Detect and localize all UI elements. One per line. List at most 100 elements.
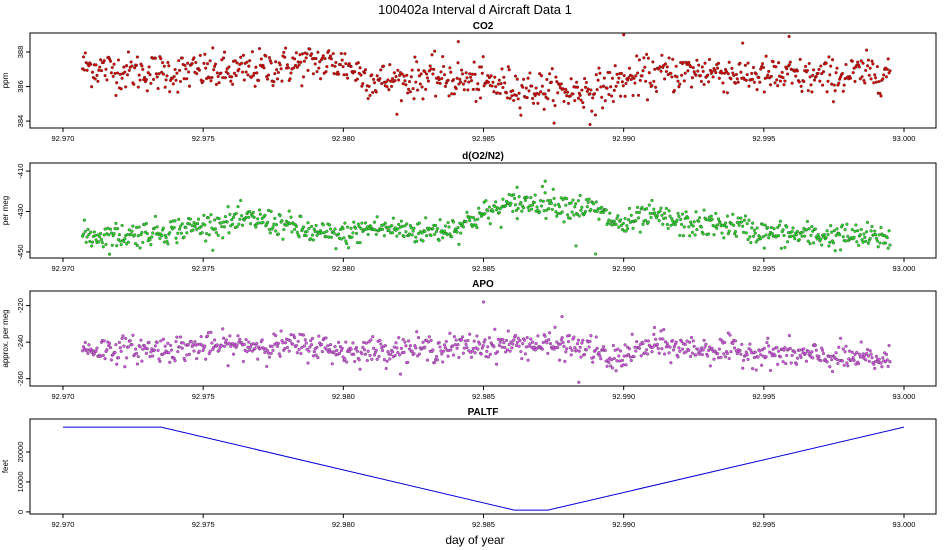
data-point: [800, 89, 804, 93]
data-point: [99, 238, 104, 242]
data-point: [851, 356, 855, 360]
data-point: [92, 230, 96, 234]
data-point: [729, 77, 733, 81]
data-point: [594, 200, 598, 204]
y-axis-label: approx. per meg: [1, 309, 10, 367]
data-point: [188, 217, 192, 221]
data-point: [517, 344, 521, 348]
data-point: [132, 82, 136, 86]
data-point: [678, 82, 682, 86]
data-point: [459, 80, 463, 84]
data-point: [115, 362, 119, 366]
data-point: [837, 81, 841, 85]
data-point: [435, 358, 439, 362]
data-point: [822, 233, 826, 237]
data-point: [802, 79, 806, 84]
data-point: [496, 337, 500, 341]
data-point: [106, 226, 110, 230]
data-point: [451, 344, 455, 348]
data-point: [583, 209, 588, 214]
data-point: [614, 369, 618, 373]
data-point: [246, 73, 250, 77]
data-point: [310, 233, 315, 237]
data-point: [343, 357, 347, 361]
data-point: [472, 339, 476, 343]
data-point: [383, 221, 387, 225]
data-point: [566, 213, 570, 217]
data-point: [733, 81, 738, 85]
data-point: [149, 81, 153, 85]
data-point: [564, 203, 568, 207]
data-point: [574, 244, 578, 248]
data-point: [314, 353, 318, 357]
data-point: [817, 235, 821, 239]
data-point: [209, 213, 213, 217]
data-point: [319, 77, 323, 81]
data-point: [239, 198, 243, 203]
data-point: [660, 213, 664, 217]
data-point: [853, 352, 857, 356]
data-point: [487, 336, 491, 340]
data-point: [113, 350, 117, 354]
data-point: [134, 347, 138, 351]
data-point: [595, 209, 599, 213]
data-point: [728, 333, 732, 337]
data-point: [643, 65, 647, 69]
data-point: [746, 237, 750, 242]
data-point: [509, 201, 513, 205]
data-point: [432, 67, 436, 71]
data-point: [352, 352, 356, 356]
data-point: [363, 221, 368, 225]
data-point: [842, 363, 846, 367]
data-point: [253, 84, 257, 88]
data-point: [669, 223, 673, 227]
data-point: [590, 109, 594, 113]
y-tick-label: -450: [16, 244, 25, 259]
data-point: [258, 346, 262, 350]
data-point: [367, 84, 371, 88]
data-point: [739, 216, 743, 220]
data-point: [602, 76, 606, 80]
data-point: [240, 61, 244, 65]
data-point: [187, 84, 192, 88]
data-point: [569, 353, 573, 357]
data-point: [835, 357, 839, 362]
data-point: [843, 350, 847, 354]
data-point: [252, 215, 256, 219]
data-point: [154, 72, 158, 76]
data-point: [250, 349, 254, 353]
x-tick-label: 93.000: [893, 392, 916, 401]
data-point: [402, 350, 406, 354]
data-point: [217, 348, 221, 352]
data-point: [747, 84, 751, 88]
data-point: [164, 78, 168, 82]
data-point: [415, 60, 419, 64]
data-point: [396, 227, 400, 231]
data-point: [594, 252, 598, 256]
data-point: [588, 339, 592, 344]
data-point: [887, 343, 891, 348]
data-point: [410, 349, 414, 353]
data-point: [531, 340, 535, 344]
data-point: [353, 359, 357, 364]
data-point: [620, 80, 624, 84]
data-point: [387, 88, 391, 92]
data-point: [560, 315, 564, 319]
data-point: [528, 342, 532, 346]
data-point: [586, 87, 590, 91]
data-point: [618, 359, 622, 363]
data-point: [797, 238, 801, 242]
data-point: [631, 226, 635, 230]
data-point: [398, 231, 402, 235]
data-point: [562, 220, 566, 224]
data-point: [634, 349, 638, 353]
data-point: [460, 335, 465, 339]
data-point: [126, 345, 130, 349]
data-point: [688, 340, 692, 344]
data-point: [611, 99, 615, 104]
data-point: [639, 354, 643, 358]
data-point: [581, 101, 585, 105]
data-point: [569, 77, 573, 81]
data-point: [186, 61, 190, 65]
data-point: [259, 57, 263, 61]
